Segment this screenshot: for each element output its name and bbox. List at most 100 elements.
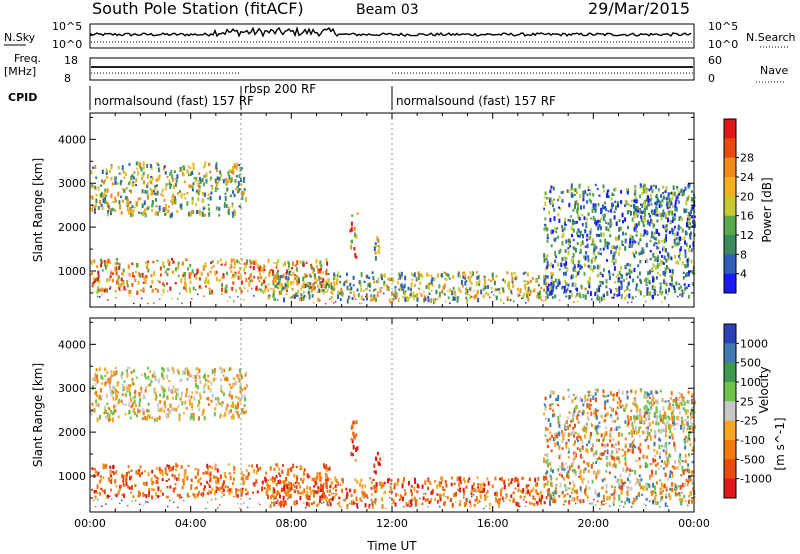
data-cell <box>409 293 412 297</box>
data-cell <box>691 423 694 428</box>
data-cell <box>633 203 635 209</box>
data-cell <box>142 394 145 400</box>
data-cell <box>573 407 576 412</box>
data-cell <box>610 427 613 431</box>
data-cell <box>428 481 431 484</box>
data-cell <box>655 291 657 293</box>
data-cell <box>161 367 163 371</box>
data-cell <box>275 475 278 479</box>
data-cell <box>221 491 224 494</box>
data-cell <box>605 226 608 231</box>
data-cell <box>619 474 622 478</box>
data-cell <box>209 170 212 174</box>
data-cell <box>655 481 658 485</box>
data-cell <box>616 201 619 205</box>
data-cell <box>165 211 168 216</box>
data-cell <box>570 192 573 196</box>
data-cell <box>687 480 690 484</box>
data-cell <box>654 454 657 458</box>
data-cell <box>416 297 419 302</box>
data-cell <box>101 382 104 385</box>
data-cell <box>265 285 267 289</box>
data-cell <box>209 480 211 483</box>
data-cell <box>522 294 525 300</box>
data-cell <box>616 273 619 277</box>
data-cell <box>221 496 223 498</box>
data-cell <box>656 462 659 466</box>
data-cell <box>669 192 671 196</box>
data-cell <box>678 458 680 461</box>
data-cell <box>550 484 553 488</box>
data-cell <box>374 251 377 255</box>
data-cell <box>173 407 176 412</box>
data-cell <box>175 177 178 183</box>
data-cell <box>238 174 241 178</box>
data-cell <box>687 425 690 430</box>
data-cell <box>401 289 403 291</box>
data-cell <box>687 499 690 504</box>
data-cell <box>628 210 631 213</box>
data-cell <box>321 485 324 490</box>
data-cell <box>182 261 184 265</box>
data-cell <box>191 185 194 189</box>
data-cell <box>684 186 687 191</box>
data-cell <box>200 271 203 276</box>
data-cell <box>602 439 605 442</box>
data-cell <box>169 409 172 415</box>
data-cell <box>671 415 674 421</box>
data-cell <box>96 374 98 379</box>
data-cell <box>223 414 226 417</box>
data-cell <box>344 280 347 284</box>
data-cell <box>465 291 467 295</box>
data-cell <box>96 491 99 494</box>
data-cell <box>595 221 598 226</box>
data-cell <box>616 406 619 410</box>
data-cell <box>127 504 129 507</box>
data-cell <box>676 415 679 420</box>
data-cell <box>690 409 693 413</box>
data-cell <box>681 483 684 488</box>
data-cell <box>590 448 593 452</box>
data-cell <box>642 185 645 191</box>
data-cell <box>212 474 215 477</box>
data-cell <box>198 176 201 181</box>
data-cell <box>687 220 690 225</box>
data-cell <box>517 502 520 507</box>
data-cell <box>256 263 259 269</box>
data-cell <box>645 242 648 248</box>
data-cell <box>655 237 658 241</box>
data-cell <box>564 271 567 276</box>
data-cell <box>145 274 148 279</box>
data-cell <box>665 248 667 253</box>
data-cell <box>202 472 205 475</box>
data-cell <box>408 499 411 505</box>
data-cell <box>502 287 505 292</box>
data-cell <box>180 278 183 284</box>
data-cell <box>669 198 672 202</box>
data-cell <box>585 485 588 490</box>
data-cell <box>110 374 113 378</box>
data-cell <box>367 497 369 499</box>
data-cell <box>550 390 553 395</box>
data-cell <box>485 505 487 508</box>
data-cell <box>141 373 144 377</box>
data-cell <box>564 288 567 294</box>
data-cell <box>234 179 237 183</box>
data-cell <box>192 166 195 171</box>
data-cell <box>563 288 566 293</box>
data-cell <box>612 395 615 400</box>
data-cell <box>653 212 656 215</box>
data-cell <box>327 289 329 291</box>
data-cell <box>550 244 553 248</box>
data-cell <box>604 242 607 246</box>
data-cell <box>587 405 590 409</box>
data-cell <box>665 186 668 192</box>
data-cell <box>416 483 419 488</box>
data-cell <box>600 457 602 461</box>
data-cell <box>403 283 406 289</box>
data-cell <box>672 465 675 470</box>
data-cell <box>693 223 696 228</box>
data-cell <box>221 368 224 373</box>
data-cell <box>609 224 612 228</box>
freq-tick-bottom: 8 <box>64 72 71 85</box>
